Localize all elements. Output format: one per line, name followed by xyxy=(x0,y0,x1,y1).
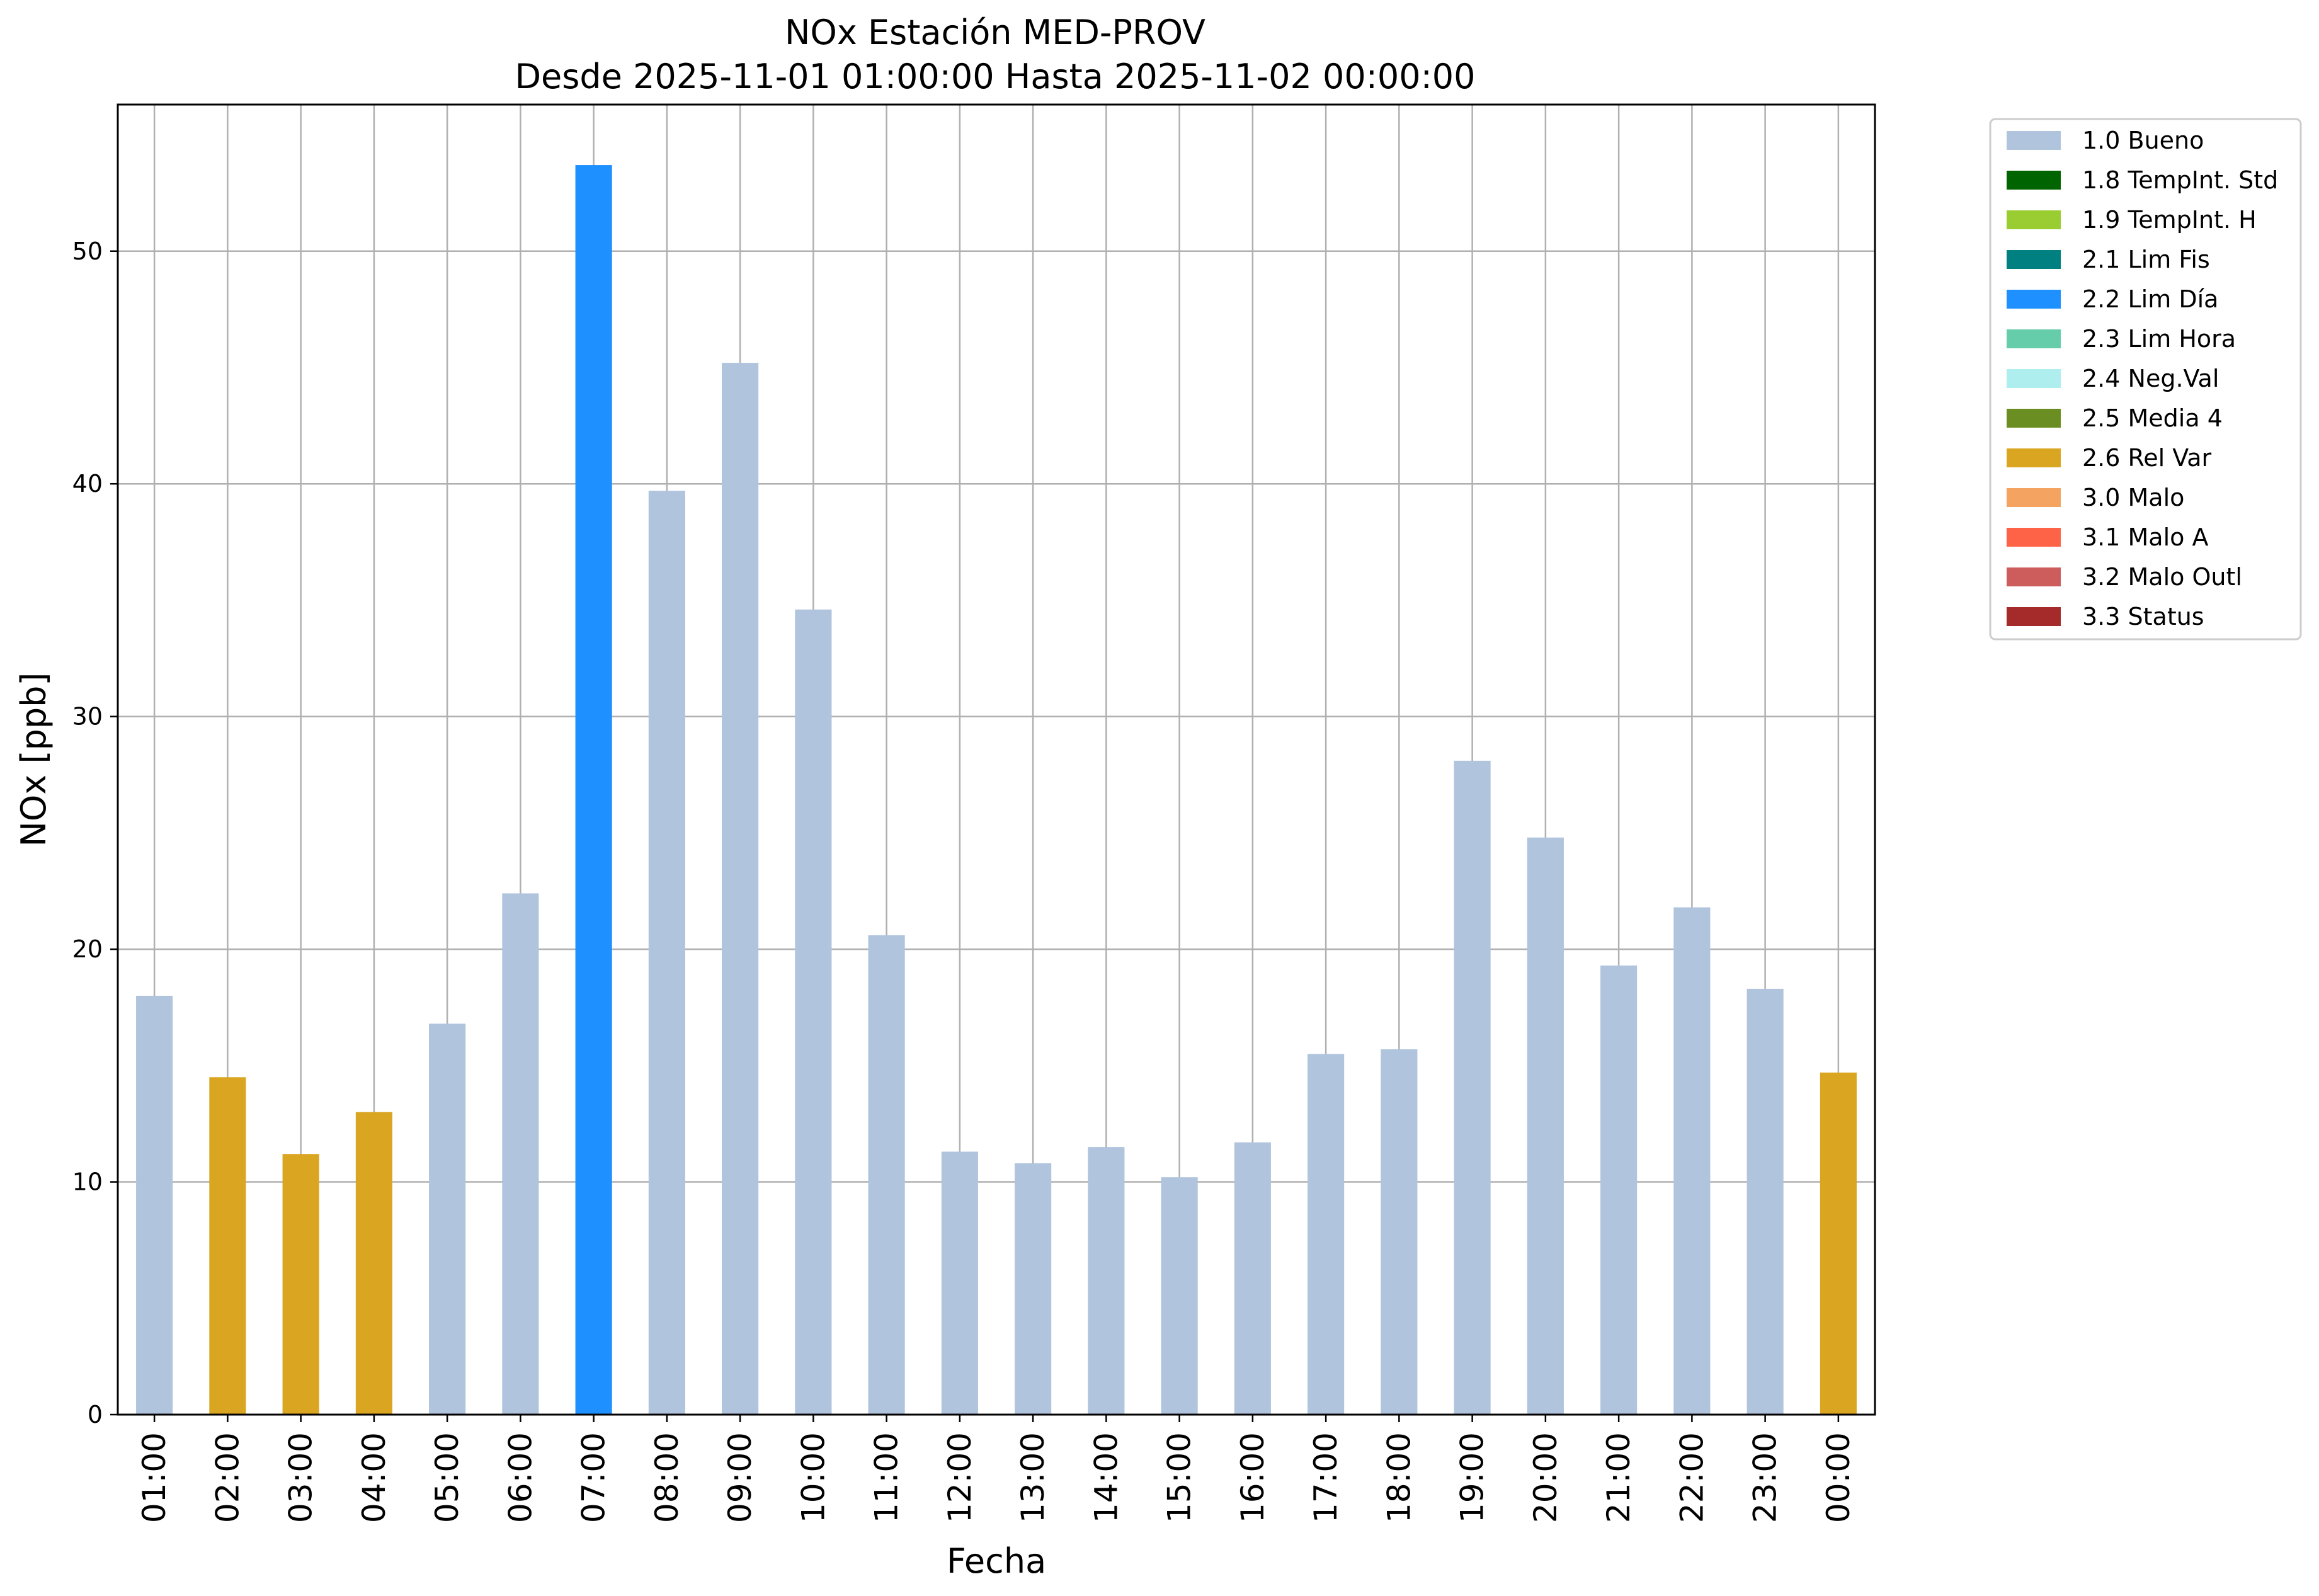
legend-swatch xyxy=(2007,369,2061,388)
x-tick-label: 04:00 xyxy=(356,1432,392,1523)
x-tick-label: 03:00 xyxy=(283,1432,319,1523)
x-tick-label: 14:00 xyxy=(1088,1432,1124,1523)
x-tick-label: 15:00 xyxy=(1161,1432,1198,1523)
legend-label: 1.9 TempInt. H xyxy=(2082,206,2257,234)
x-tick-label: 08:00 xyxy=(649,1432,685,1523)
legend-label: 3.2 Malo Outl xyxy=(2082,563,2242,591)
legend-swatch xyxy=(2007,528,2061,547)
bar-0700 xyxy=(575,165,612,1415)
y-tick-label: 30 xyxy=(72,703,103,731)
y-axis-label: NOx [ppb] xyxy=(14,673,54,847)
x-axis: 01:00 02:00 03:00 04:00 05:00 06:00 07:00 08:00… xyxy=(136,1415,1857,1523)
x-tick-label: 02:00 xyxy=(209,1432,246,1523)
x-tick-label: 18:00 xyxy=(1381,1432,1417,1523)
x-tick-label: 19:00 xyxy=(1454,1432,1491,1523)
legend-label: 2.6 Rel Var xyxy=(2082,444,2212,472)
y-tick-label: 40 xyxy=(72,470,103,498)
legend-label: 2.1 Lim Fis xyxy=(2082,246,2210,273)
x-tick-label: 05:00 xyxy=(429,1432,465,1523)
bar-0100 xyxy=(136,995,173,1415)
legend-swatch xyxy=(2007,250,2061,269)
legend-swatch xyxy=(2007,290,2061,309)
bar-0600 xyxy=(502,893,539,1415)
x-tick-label: 11:00 xyxy=(869,1432,905,1523)
legend-swatch xyxy=(2007,210,2061,229)
bar-1800 xyxy=(1381,1049,1418,1415)
x-tick-label: 23:00 xyxy=(1747,1432,1784,1523)
x-tick-label: 22:00 xyxy=(1673,1432,1710,1523)
legend-swatch xyxy=(2007,607,2061,626)
bar-1100 xyxy=(868,935,905,1415)
x-tick-label: 00:00 xyxy=(1820,1432,1857,1523)
bar-1600 xyxy=(1234,1142,1271,1415)
bar-1900 xyxy=(1454,760,1491,1415)
legend-swatch xyxy=(2007,567,2061,586)
legend-label: 3.1 Malo A xyxy=(2082,523,2208,551)
x-tick-label: 13:00 xyxy=(1015,1432,1051,1523)
bar-0300 xyxy=(282,1154,319,1415)
y-tick-label: 10 xyxy=(72,1168,103,1196)
legend-box xyxy=(1989,118,2302,641)
bar-0900 xyxy=(722,363,759,1415)
legend-label: 1.8 TempInt. Std xyxy=(2082,166,2278,194)
bars xyxy=(136,165,1857,1415)
legend-label: 3.0 Malo xyxy=(2082,484,2184,511)
x-tick-label: 20:00 xyxy=(1527,1432,1564,1523)
legend: 1.0 Bueno 1.8 TempInt. Std 1.9 TempInt. H 2… xyxy=(1989,118,2302,641)
x-tick-label: 07:00 xyxy=(576,1432,612,1523)
bar-0400 xyxy=(355,1112,392,1415)
bar-1400 xyxy=(1088,1147,1125,1415)
x-tick-label: 12:00 xyxy=(942,1432,978,1523)
legend-swatch xyxy=(2007,329,2061,348)
x-tick-label: 01:00 xyxy=(136,1432,173,1523)
bar-1500 xyxy=(1161,1177,1198,1415)
legend-swatch xyxy=(2007,488,2061,507)
plot-frame xyxy=(117,103,1876,1416)
legend-label: 3.3 Status xyxy=(2082,603,2204,630)
legend-swatch xyxy=(2007,448,2061,467)
y-axis: 0 10 20 30 40 50 xyxy=(72,237,118,1428)
bar-0500 xyxy=(429,1023,466,1415)
bar-1200 xyxy=(941,1151,978,1415)
legend-label: 2.4 Neg.Val xyxy=(2082,365,2219,392)
y-tick-label: 50 xyxy=(72,237,103,265)
bar-2200 xyxy=(1673,907,1711,1415)
x-tick-label: 16:00 xyxy=(1234,1432,1271,1523)
bar-0800 xyxy=(648,491,685,1415)
bar-1300 xyxy=(1015,1163,1052,1415)
legend-label: 2.3 Lim Hora xyxy=(2082,325,2236,353)
x-axis-label: Fecha xyxy=(947,1541,1046,1581)
chart-title: NOx Estación MED-PROV xyxy=(785,13,1205,52)
x-tick-label: 17:00 xyxy=(1308,1432,1344,1523)
x-tick-label: 09:00 xyxy=(722,1432,758,1523)
legend-label: 2.5 Media 4 xyxy=(2082,404,2223,432)
legend-label: 2.2 Lim Día xyxy=(2082,285,2218,313)
x-tick-label: 06:00 xyxy=(502,1432,538,1523)
bar-0200 xyxy=(209,1077,246,1415)
legend-swatch xyxy=(2007,171,2061,190)
x-tick-label: 21:00 xyxy=(1600,1432,1637,1523)
legend-swatch xyxy=(2007,409,2061,428)
y-tick-label: 20 xyxy=(72,935,103,963)
bar-1700 xyxy=(1308,1054,1345,1415)
bar-2300 xyxy=(1746,988,1784,1415)
chart-subtitle: Desde 2025-11-01 01:00:00 Hasta 2025-11-… xyxy=(515,57,1475,96)
bar-2100 xyxy=(1600,965,1638,1415)
bar-1000 xyxy=(795,609,832,1415)
y-tick-label: 0 xyxy=(88,1401,103,1428)
legend-label: 1.0 Bueno xyxy=(2082,127,2204,154)
bar-2000 xyxy=(1527,837,1564,1415)
x-tick-label: 10:00 xyxy=(795,1432,831,1523)
legend-swatch xyxy=(2007,131,2061,150)
bar-0000 xyxy=(1820,1072,1857,1415)
